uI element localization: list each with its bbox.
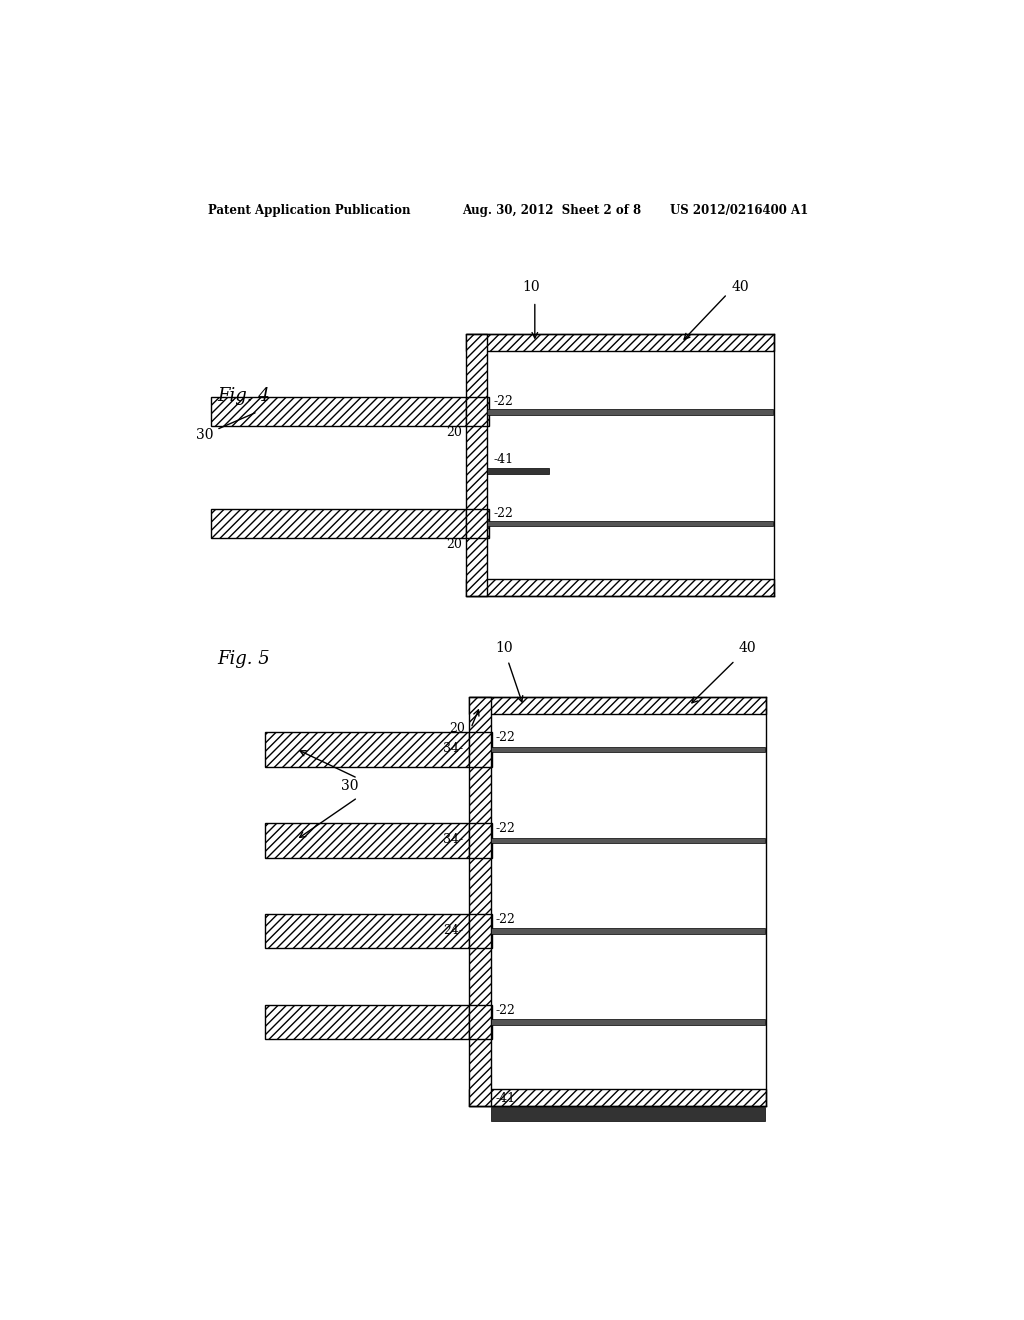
- Bar: [466, 508, 487, 539]
- Bar: [466, 397, 487, 426]
- Bar: [490, 747, 765, 752]
- Text: US 2012/0216400 A1: US 2012/0216400 A1: [670, 205, 808, 218]
- Text: 24-: 24-: [443, 924, 463, 937]
- Text: -22: -22: [496, 731, 515, 744]
- Text: -22: -22: [496, 822, 515, 836]
- Text: 34-: 34-: [443, 742, 463, 755]
- Text: Patent Application Publication: Patent Application Publication: [208, 205, 410, 218]
- Text: -22: -22: [494, 395, 513, 408]
- Bar: [469, 697, 766, 714]
- Bar: [490, 1019, 765, 1024]
- Bar: [490, 838, 765, 843]
- Bar: [490, 928, 765, 933]
- Bar: [487, 521, 773, 527]
- Text: 30: 30: [196, 413, 255, 442]
- Text: -41: -41: [494, 453, 513, 466]
- Text: 10: 10: [496, 642, 513, 655]
- Bar: [469, 697, 490, 1106]
- Bar: [466, 334, 487, 595]
- Text: 20: 20: [445, 537, 462, 550]
- Bar: [211, 397, 488, 426]
- Bar: [469, 733, 490, 767]
- Bar: [469, 913, 490, 949]
- Text: Aug. 30, 2012  Sheet 2 of 8: Aug. 30, 2012 Sheet 2 of 8: [462, 205, 641, 218]
- Bar: [265, 822, 493, 858]
- Bar: [490, 714, 766, 1089]
- Text: Fig. 4: Fig. 4: [217, 387, 270, 404]
- Bar: [211, 508, 488, 539]
- Bar: [265, 1005, 493, 1039]
- Bar: [466, 334, 773, 351]
- Text: -22: -22: [496, 913, 515, 927]
- Bar: [469, 822, 490, 858]
- Text: -22: -22: [496, 1005, 515, 1016]
- Bar: [265, 733, 493, 767]
- Text: -22: -22: [494, 507, 513, 520]
- Text: 40: 40: [739, 642, 757, 655]
- Text: 20: 20: [445, 426, 462, 440]
- Bar: [490, 1107, 765, 1121]
- Text: 34-: 34-: [443, 833, 463, 846]
- Text: -41: -41: [496, 1092, 516, 1105]
- Text: Fig. 5: Fig. 5: [217, 649, 270, 668]
- Bar: [487, 469, 549, 474]
- Bar: [265, 913, 493, 949]
- Bar: [487, 409, 773, 414]
- Text: 10: 10: [522, 280, 540, 294]
- Bar: [469, 1089, 766, 1106]
- Text: 30: 30: [341, 779, 358, 793]
- Text: 20: 20: [450, 722, 466, 735]
- Bar: [487, 351, 773, 579]
- Bar: [469, 1005, 490, 1039]
- Text: 40: 40: [731, 280, 749, 294]
- Bar: [466, 578, 773, 595]
